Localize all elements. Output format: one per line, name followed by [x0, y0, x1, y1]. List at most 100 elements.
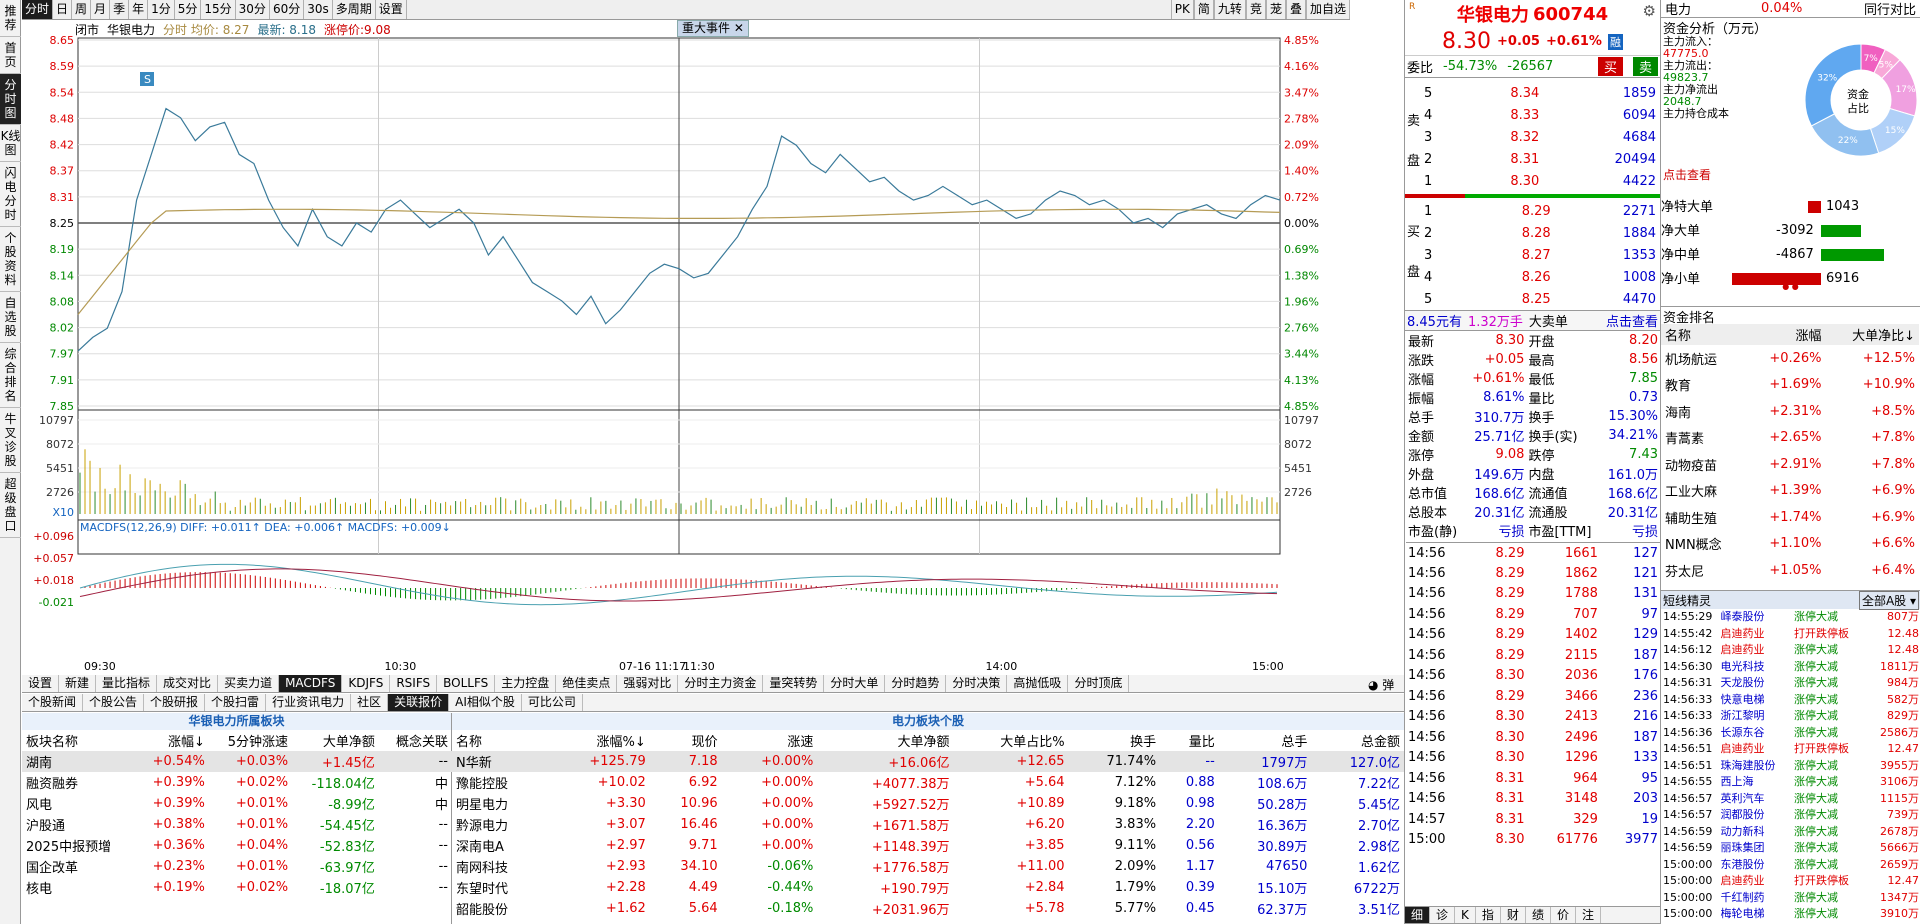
- column-header[interactable]: 涨幅↓: [135, 730, 208, 751]
- rank-row[interactable]: 教育 +1.69% +10.9%: [1661, 372, 1919, 399]
- sprite-row[interactable]: 14:56:33 快意电梯 涨停大减 582万: [1661, 692, 1920, 709]
- left-nav-item[interactable]: K线图: [0, 125, 21, 162]
- table-row[interactable]: 深南电A +2.97 9.71 +0.00% +1148.39万 +3.85 9.11% 0.…: [452, 835, 1404, 856]
- peer-compare-link[interactable]: 同行对比: [1864, 0, 1916, 18]
- news-tab[interactable]: 个股公告: [83, 694, 144, 711]
- sprite-row[interactable]: 14:56:59 动力新科 涨停大减 2678万: [1661, 824, 1920, 841]
- indicator-tab[interactable]: 主力控盘: [495, 675, 556, 692]
- column-header[interactable]: 概念关联: [379, 730, 452, 751]
- table-row[interactable]: 2025中报预增 +0.36% +0.04% -52.83亿 --: [22, 835, 452, 856]
- indicator-tab[interactable]: 分时决策: [946, 675, 1007, 692]
- chart-tool-button[interactable]: 简: [1194, 0, 1214, 19]
- chart-tool-button[interactable]: PK: [1171, 0, 1194, 19]
- period-tab[interactable]: 5分: [175, 0, 202, 19]
- sprite-row[interactable]: 14:56:59 丽珠集团 涨停大减 5666万: [1661, 840, 1920, 857]
- sprite-row[interactable]: 14:56:12 启迪药业 涨停大减 12.48: [1661, 642, 1920, 659]
- indicator-tab[interactable]: 新建: [59, 675, 96, 692]
- sprite-row[interactable]: 15:00:00 千红制药 涨停大减 1347万: [1661, 890, 1920, 907]
- indicator-tab[interactable]: 量突转势: [763, 675, 824, 692]
- left-nav-item[interactable]: 个股资料: [0, 227, 21, 292]
- news-tab[interactable]: 行业资讯电力: [266, 694, 351, 711]
- table-row[interactable]: 韶能股份 +1.62 5.64 -0.18% +2031.96万 +5.78 5.77% 0.…: [452, 898, 1404, 919]
- rank-row[interactable]: 工业大麻 +1.39% +6.9%: [1661, 478, 1919, 505]
- column-header[interactable]: 涨幅%↓: [547, 730, 649, 751]
- table-row[interactable]: 融资融券 +0.39% +0.02% -118.04亿中: [22, 772, 452, 793]
- chart-tool-button[interactable]: 加自选: [1306, 0, 1350, 19]
- order-level[interactable]: 5 8.25 4470: [1421, 288, 1659, 310]
- chart-tool-button[interactable]: 九转: [1214, 0, 1246, 19]
- quote-tab[interactable]: 价: [1551, 907, 1576, 923]
- sprite-row[interactable]: 14:56:51 启迪药业 打开跌停板 12.47: [1661, 741, 1920, 758]
- sprite-row[interactable]: 15:00:00 东港股份 涨停大减 2659万: [1661, 857, 1920, 874]
- column-header[interactable]: 涨速: [722, 730, 818, 751]
- sprite-filter[interactable]: 全部A股 ▾: [1859, 591, 1919, 610]
- column-header[interactable]: 大单净额: [292, 730, 379, 751]
- sprite-row[interactable]: 14:56:57 英利汽车 涨停大减 1115万: [1661, 791, 1920, 808]
- order-level[interactable]: 3 8.32 4684: [1421, 126, 1659, 148]
- order-level[interactable]: 4 8.26 1008: [1421, 266, 1659, 288]
- period-tab[interactable]: 周: [72, 0, 91, 19]
- sell-button[interactable]: 卖: [1633, 57, 1658, 76]
- period-tab[interactable]: 多周期: [333, 0, 376, 19]
- column-header[interactable]: 名称: [452, 730, 547, 751]
- column-header[interactable]: 总金额: [1311, 730, 1404, 751]
- table-row[interactable]: 明星电力 +3.30 10.96 +0.00% +5927.52万 +10.89 9.18%…: [452, 793, 1404, 814]
- left-nav-item[interactable]: 分时图: [0, 74, 21, 125]
- indicator-tab[interactable]: 分时主力资金: [678, 675, 763, 692]
- table-row[interactable]: 豫能控股 +10.02 6.92 +0.00% +4077.38万 +5.64 7.12% 0…: [452, 772, 1404, 793]
- sprite-row[interactable]: 14:55:42 启迪药业 打开跌停板 12.48: [1661, 626, 1920, 643]
- indicator-tab[interactable]: 成交对比: [157, 675, 218, 692]
- chart-tool-button[interactable]: 叠: [1286, 0, 1306, 19]
- period-tab[interactable]: 年: [129, 0, 148, 19]
- column-header[interactable]: 总手: [1219, 730, 1312, 751]
- quote-tab[interactable]: 指: [1476, 907, 1501, 923]
- column-header[interactable]: 大单净额: [817, 730, 953, 751]
- order-level[interactable]: 2 8.31 20494: [1421, 148, 1659, 170]
- indicator-tab[interactable]: 分时大单: [824, 675, 885, 692]
- rank-header[interactable]: 涨幅: [1746, 324, 1825, 345]
- rank-row[interactable]: NMN概念 +1.10% +6.6%: [1661, 531, 1919, 558]
- quote-tab[interactable]: 财: [1501, 907, 1526, 923]
- order-level[interactable]: 3 8.27 1353: [1421, 244, 1659, 266]
- sprite-row[interactable]: 14:56:36 长源东谷 涨停大减 2586万: [1661, 725, 1920, 742]
- column-header[interactable]: 现价: [650, 730, 722, 751]
- column-header[interactable]: 大单占比%: [954, 730, 1069, 751]
- table-row[interactable]: 核电 +0.19% +0.02% -18.07亿 --: [22, 877, 452, 898]
- quote-tab[interactable]: 细: [1405, 907, 1430, 923]
- period-tab[interactable]: 1分: [148, 0, 175, 19]
- column-header[interactable]: 板块名称: [22, 730, 135, 751]
- news-tab[interactable]: 可比公司: [522, 694, 583, 711]
- sprite-row[interactable]: 14:56:51 珠海建股份 涨停大减 3955万: [1661, 758, 1920, 775]
- sprite-row[interactable]: 14:56:31 天龙股份 涨停大减 984万: [1661, 675, 1920, 692]
- news-tab[interactable]: 个股新闻: [22, 694, 83, 711]
- left-nav-item[interactable]: 牛叉诊股: [0, 408, 21, 473]
- chart-tool-button[interactable]: 竞: [1246, 0, 1266, 19]
- period-tab[interactable]: 30分: [236, 0, 270, 19]
- indicator-tab[interactable]: KDJFS: [342, 675, 390, 692]
- table-row[interactable]: 东望时代 +2.28 4.49 -0.44% +190.79万 +2.84 1.79% 0.3…: [452, 877, 1404, 898]
- period-tab[interactable]: 季: [110, 0, 129, 19]
- rank-header[interactable]: 大单净比↓: [1826, 324, 1919, 345]
- table-row[interactable]: 风电 +0.39% +0.01% -8.99亿 中: [22, 793, 452, 814]
- period-tab[interactable]: 日: [53, 0, 72, 19]
- sprite-row[interactable]: 14:56:33 浙江黎明 涨停大减 829万: [1661, 708, 1920, 725]
- period-tab[interactable]: 30s: [304, 0, 333, 19]
- column-header[interactable]: 5分钟涨速: [209, 730, 292, 751]
- news-tab[interactable]: 关联报价: [388, 694, 449, 711]
- popup-toggle[interactable]: ◕ 弹: [1368, 676, 1394, 693]
- period-tab[interactable]: 60分: [270, 0, 304, 19]
- column-header[interactable]: 量比: [1160, 730, 1219, 751]
- indicator-tab[interactable]: 高抛低吸: [1007, 675, 1068, 692]
- order-level[interactable]: 1 8.30 4422: [1421, 170, 1659, 192]
- order-level[interactable]: 1 8.29 2271: [1421, 200, 1659, 222]
- rank-row[interactable]: 机场航运 +0.26% +12.5%: [1661, 345, 1919, 372]
- sprite-row[interactable]: 14:56:30 电光科技 涨停大减 1811万: [1661, 659, 1920, 676]
- indicator-tab[interactable]: 买卖力道: [218, 675, 279, 692]
- major-events-button[interactable]: 重大事件 ✕: [677, 20, 749, 37]
- buy-button[interactable]: 买: [1598, 57, 1623, 76]
- quote-tab[interactable]: 诊: [1430, 907, 1455, 923]
- left-nav-item[interactable]: 综合排名: [0, 343, 21, 408]
- intraday-chart[interactable]: 8.65 4.85% 8.59 4.16% 8.54 3.47% 8.48 2.78% 8.42…: [22, 20, 1350, 675]
- indicator-tab[interactable]: 绝佳卖点: [556, 675, 617, 692]
- quote-tab[interactable]: 绩: [1526, 907, 1551, 923]
